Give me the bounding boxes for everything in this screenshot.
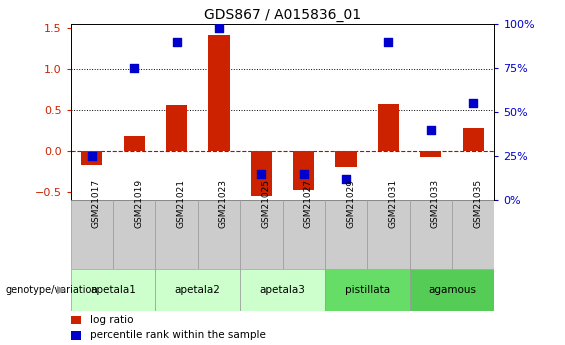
Bar (71, 269, 155, 310)
Point (384, 39, 393, 45)
Bar (113, 200, 155, 269)
Text: GSM21023: GSM21023 (219, 179, 228, 228)
Point (129, 66, 139, 71)
Bar (378, 104, 399, 151)
Bar (71, 200, 113, 269)
Bar (452, 200, 494, 269)
Bar (240, 269, 325, 310)
Bar (251, 151, 272, 196)
Text: agamous: agamous (428, 285, 476, 295)
Text: genotype/variation: genotype/variation (6, 285, 98, 295)
Text: ▶: ▶ (56, 285, 65, 295)
Text: apetala2: apetala2 (175, 285, 221, 295)
Bar (420, 151, 441, 157)
Point (426, 127, 435, 132)
Bar (240, 200, 282, 269)
Point (87, 153, 96, 159)
Point (341, 176, 350, 182)
Point (257, 171, 266, 177)
Bar (325, 200, 367, 269)
Bar (198, 200, 240, 269)
Bar (463, 128, 484, 151)
Bar (166, 105, 187, 151)
Text: GSM21017: GSM21017 (92, 179, 101, 228)
Text: apetala3: apetala3 (259, 285, 306, 295)
Text: GSM21021: GSM21021 (176, 179, 185, 228)
Bar (208, 35, 229, 151)
Text: GSM21025: GSM21025 (261, 179, 270, 228)
Bar (124, 136, 145, 151)
Bar (282, 200, 325, 269)
Point (299, 171, 308, 177)
Text: apetala1: apetala1 (90, 285, 136, 295)
Bar (81, 151, 102, 165)
Point (469, 101, 478, 106)
Text: percentile rank within the sample: percentile rank within the sample (90, 331, 266, 340)
Point (215, 25, 224, 30)
Bar (325, 269, 410, 310)
Bar (410, 200, 452, 269)
Text: pistillata: pistillata (345, 285, 390, 295)
Bar (71, 331, 81, 340)
Text: GSM21019: GSM21019 (134, 179, 143, 228)
Text: GSM21035: GSM21035 (473, 179, 482, 228)
Title: GDS867 / A015836_01: GDS867 / A015836_01 (204, 8, 361, 22)
Text: GSM21029: GSM21029 (346, 179, 355, 228)
Bar (71, 316, 81, 324)
Bar (155, 269, 240, 310)
Text: GSM21033: GSM21033 (431, 179, 440, 228)
Text: GSM21027: GSM21027 (304, 179, 312, 228)
Bar (336, 151, 357, 167)
Point (172, 39, 181, 45)
Text: log ratio: log ratio (90, 315, 133, 325)
Bar (155, 200, 198, 269)
Text: GSM21031: GSM21031 (389, 179, 397, 228)
Bar (410, 269, 494, 310)
Bar (367, 200, 410, 269)
Bar (293, 151, 314, 190)
